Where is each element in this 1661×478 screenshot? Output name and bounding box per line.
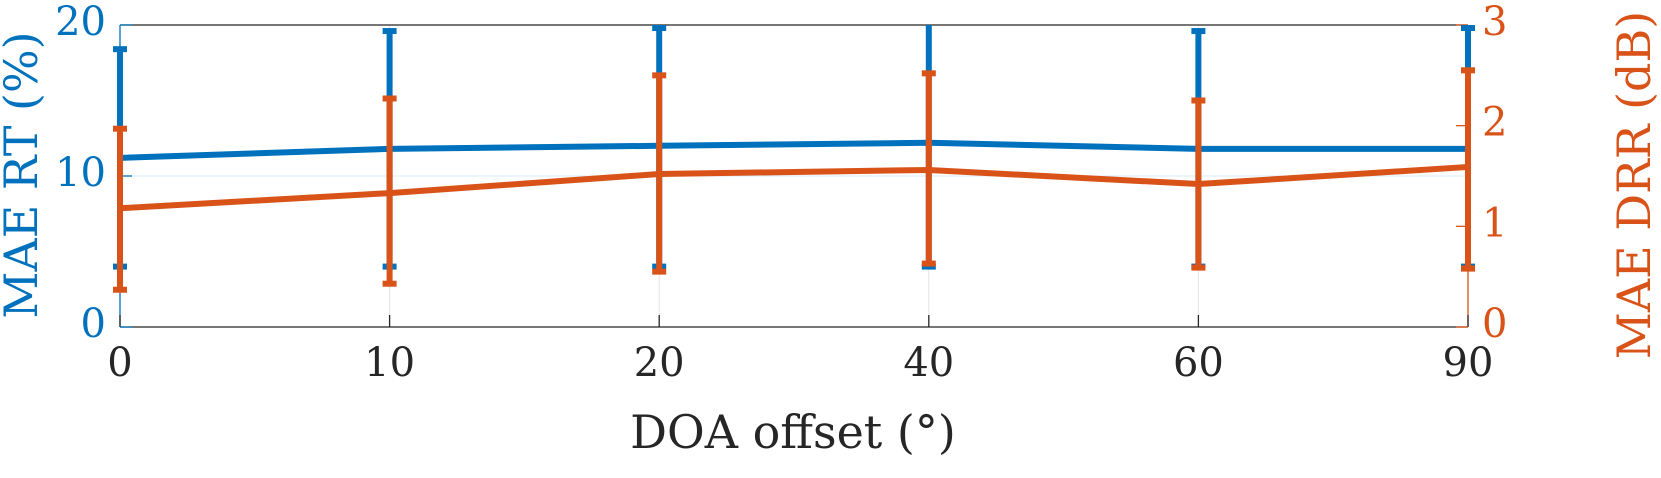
y-left-tick-label: 0 (81, 301, 106, 347)
x-tick-label: 40 (903, 340, 954, 386)
series (113, 25, 1475, 293)
series-line-mae-drr (119, 163, 1469, 212)
y-right-tick-label: 2 (1482, 100, 1507, 146)
y-axis-left-label: MAE RT (%) (0, 31, 48, 318)
x-tick-label: 20 (634, 340, 685, 386)
x-tick-label: 0 (107, 340, 132, 386)
y-right-tick-label: 0 (1482, 301, 1507, 347)
y-right-tick-label: 3 (1482, 0, 1507, 45)
x-tick-label: 10 (364, 340, 415, 386)
series-line-mae-rt (119, 139, 1468, 161)
y-right-tick-label: 1 (1482, 200, 1507, 246)
x-tick-label: 90 (1443, 340, 1494, 386)
y-axis-right-label: MAE DRR (dB) (1607, 11, 1661, 359)
x-axis-label: DOA offset (°) (630, 405, 956, 459)
x-tick-label: 60 (1173, 340, 1224, 386)
y-left-tick-label: 10 (55, 150, 106, 196)
y-left-tick-label: 20 (55, 0, 106, 45)
grid (119, 24, 1469, 328)
